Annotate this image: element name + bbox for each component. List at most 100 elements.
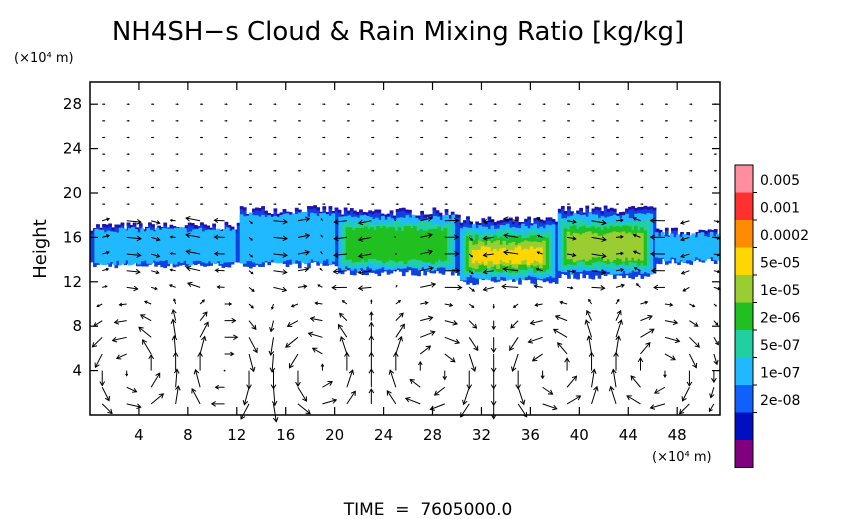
cloud-cell (456, 214, 461, 276)
wind-vector-head (471, 288, 475, 292)
cloud-cell (564, 211, 568, 215)
cloud-cell (322, 206, 327, 210)
wind-vector-head (323, 119, 326, 122)
cloud-cell (343, 207, 348, 211)
cloud-cell (463, 220, 467, 224)
wind-vector-head (372, 186, 375, 189)
wind-vector-head (715, 186, 718, 189)
cloud-cell (382, 226, 387, 264)
cloud-cell (490, 250, 494, 262)
wind-vector-head (348, 369, 355, 375)
wind-vector-head (136, 403, 142, 410)
wind-vector-head (372, 169, 375, 172)
wind-vector (273, 286, 287, 291)
x-tick-label: 44 (619, 426, 638, 444)
wind-vector-head (616, 298, 620, 302)
y-axis-label: Height (30, 219, 51, 279)
wind-vector-head (450, 357, 456, 363)
cloud-cell (219, 230, 224, 265)
wind-vector (271, 353, 274, 372)
wind-vector-head (568, 136, 571, 139)
wind-vector-head (572, 219, 577, 225)
cloud-cell (225, 227, 230, 263)
wind-vector-head (186, 281, 193, 288)
wind-vector-head (397, 136, 400, 139)
cloud-cell (389, 210, 394, 214)
cloud-cell (585, 205, 590, 209)
x-tick-label: 16 (276, 426, 295, 444)
wind-vector (532, 353, 543, 362)
cloud-cell (646, 219, 651, 269)
cloud-cell (201, 231, 206, 263)
wind-vector-head (105, 267, 110, 272)
wind-vector (682, 286, 690, 292)
wind-vector-head (250, 254, 254, 258)
wind-vector-head (127, 186, 130, 189)
cloud-cell (158, 229, 163, 261)
wind-vector (346, 390, 356, 405)
cloud-cell (408, 209, 412, 213)
wind-vector-head (251, 324, 257, 330)
cloud-cell (539, 219, 544, 223)
cloud-cell (388, 226, 393, 261)
cloud-cell (285, 211, 290, 215)
wind-vector (297, 386, 307, 402)
wind-vector (315, 302, 323, 305)
cloud-cell (261, 214, 265, 263)
wind-vector-head (670, 355, 676, 361)
cloud-cell (554, 221, 559, 225)
wind-vector-head (305, 409, 311, 415)
wind-vector (195, 369, 201, 388)
wind-vector-head (666, 119, 669, 122)
cloud-cell (313, 205, 317, 209)
wind-vector (273, 270, 287, 273)
wind-vector (483, 236, 494, 240)
cloud-cell (340, 214, 345, 218)
wind-vector-head (176, 203, 179, 206)
wind-vector-head (543, 169, 546, 172)
wind-vector (297, 234, 310, 238)
cloud-cell (697, 232, 702, 259)
wind-vector (142, 339, 152, 355)
wind-vector-head (113, 319, 120, 325)
cloud-cell (149, 230, 154, 264)
wind-vector (223, 369, 226, 372)
cloud-cell (348, 227, 353, 260)
wind-vector-head (152, 136, 155, 139)
cloud-cell (367, 229, 371, 259)
wind-vector-head (454, 251, 460, 257)
cloud-cell (403, 225, 408, 265)
wind-vector (444, 353, 456, 363)
colorbar-swatch (735, 220, 753, 248)
wind-vector-head (617, 169, 620, 172)
cloud-cell (518, 222, 522, 226)
wind-vector (468, 320, 477, 329)
wind-vector-head (372, 153, 375, 156)
wind-vector-head (348, 136, 351, 139)
wind-vector-head (609, 385, 615, 392)
cloud-cell (474, 250, 479, 261)
wind-vector-head (649, 251, 656, 257)
wind-vector (615, 219, 623, 222)
wind-vector-head (225, 103, 228, 106)
wind-vector-head (470, 366, 477, 372)
cloud-cell (137, 232, 141, 265)
cloud-cell (625, 208, 629, 212)
wind-vector-head (94, 362, 100, 369)
cloud-cell (673, 237, 677, 258)
wind-vector-head (250, 203, 253, 206)
wind-vector (185, 217, 201, 222)
wind-vector-head (445, 136, 448, 139)
cloud-cell (96, 224, 100, 228)
wind-vector-head (201, 153, 204, 156)
cloud-cell (207, 229, 212, 262)
wind-vector-head (645, 341, 651, 348)
wind-vector (633, 250, 641, 255)
cloud-cell (557, 213, 562, 271)
wind-vector-head (338, 312, 344, 318)
cloud-cell (676, 234, 680, 263)
wind-vector-head (564, 357, 570, 363)
cloud-cell (370, 227, 374, 259)
wind-vector-head (309, 316, 316, 322)
wind-vector (172, 319, 177, 338)
